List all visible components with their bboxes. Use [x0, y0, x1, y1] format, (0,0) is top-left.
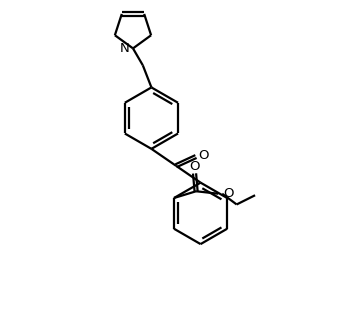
Text: N: N: [120, 42, 130, 55]
Text: O: O: [189, 160, 200, 173]
Text: O: O: [199, 149, 209, 162]
Text: O: O: [223, 187, 234, 200]
